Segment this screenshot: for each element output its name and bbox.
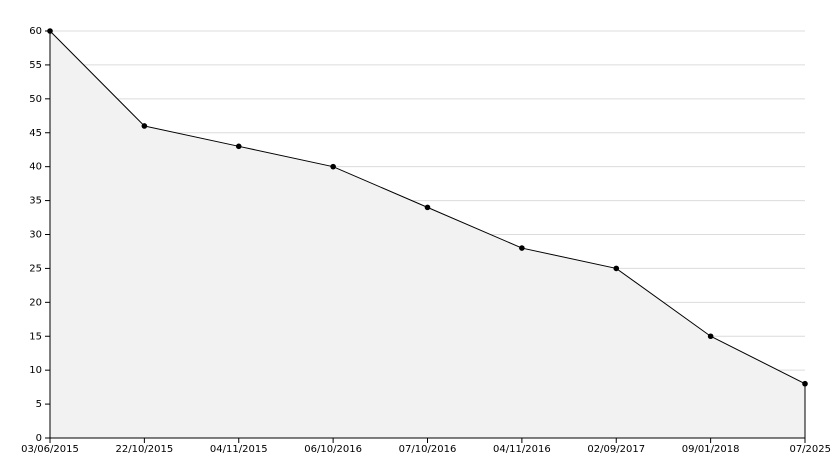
y-tick-label: 15 — [29, 331, 42, 342]
x-tick-label: 07/10/2016 — [399, 444, 457, 455]
y-tick-label: 25 — [29, 263, 42, 274]
point — [330, 163, 336, 170]
x-tick-label: 06/10/2016 — [304, 444, 362, 455]
y-tick-label: 0 — [36, 433, 42, 444]
y-tick-label: 20 — [29, 297, 42, 308]
x-tick-label: 04/11/2015 — [210, 444, 268, 455]
x-tick-label: 04/11/2016 — [493, 444, 551, 455]
y-tick-label: 45 — [29, 128, 42, 139]
y-tick-label: 40 — [29, 162, 42, 173]
point — [707, 333, 714, 340]
x-tick-label: 02/09/2017 — [587, 444, 645, 455]
point — [141, 123, 148, 129]
y-tick-label: 60 — [29, 26, 42, 37]
x-tick-label: 22/10/2015 — [116, 444, 174, 455]
point — [519, 245, 525, 251]
point — [424, 204, 431, 211]
point — [235, 143, 242, 150]
y-tick-label: 10 — [29, 365, 42, 376]
x-tick-label: 09/01/2018 — [682, 444, 740, 455]
point — [802, 380, 808, 387]
point — [613, 265, 620, 272]
y-tick-label: 55 — [29, 60, 42, 71]
y-tick-label: 50 — [29, 94, 42, 105]
y-tick-label: 30 — [29, 230, 42, 241]
x-tick-label: 03/06/2015 — [21, 444, 79, 455]
y-tick-label: 35 — [29, 196, 42, 207]
x-tick-label: 07/2025 — [789, 444, 831, 455]
y-tick-label: 5 — [36, 399, 42, 410]
area — [50, 31, 805, 438]
